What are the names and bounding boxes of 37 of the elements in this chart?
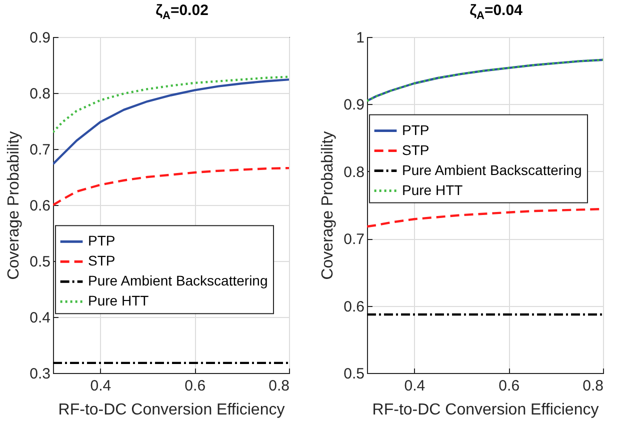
x-tick-label: 0.4 xyxy=(404,378,426,394)
chart-title: ζ$_{A}$=0.04 xyxy=(468,1,524,24)
x-tick-label: 0.8 xyxy=(268,378,290,394)
line-series xyxy=(53,76,289,134)
y-tick-label: 0.7 xyxy=(30,142,50,158)
legend-label: PTP xyxy=(402,122,430,138)
line-series xyxy=(53,166,289,206)
x-axis-title: RF-to-DC Conversion Efficiency xyxy=(58,402,285,418)
y-tick-label: 0.7 xyxy=(344,231,364,248)
y-tick-label: 0.8 xyxy=(30,86,50,102)
y-axis-title: Coverage Probability xyxy=(320,131,337,280)
y-axis-title: Coverage Probability xyxy=(6,131,23,280)
y-tick-label: 0.3 xyxy=(30,366,50,382)
line-series xyxy=(53,78,289,166)
x-tick-label: 0.4 xyxy=(90,378,112,394)
x-tick-label: 0.6 xyxy=(498,378,520,394)
legend-label: STP xyxy=(88,252,116,269)
legend-label: Pure HTT xyxy=(88,292,150,309)
legend-label: Pure Ambient Backscattering xyxy=(402,162,582,178)
y-tick-label: 0.4 xyxy=(30,310,50,326)
x-tick-label: 0.6 xyxy=(184,378,206,394)
x-axis-title: RF-to-DC Conversion Efficiency xyxy=(372,402,599,418)
y-tick-label: 1 xyxy=(356,30,364,46)
y-tick-label: 0.5 xyxy=(30,254,50,270)
chart-title: ζ$_{A}$=0.02 xyxy=(154,1,210,24)
y-tick-label: 0.6 xyxy=(30,198,50,214)
legend-label: Pure Ambient Backscattering xyxy=(88,272,268,289)
y-tick-label: 0.6 xyxy=(344,298,364,316)
y-tick-label: 0.8 xyxy=(344,164,364,181)
legend-label: Pure HTT xyxy=(402,182,464,198)
y-tick-label: 0.5 xyxy=(344,366,364,382)
y-tick-label: 0.9 xyxy=(30,30,50,46)
line-series xyxy=(367,58,603,102)
legend-label: STP xyxy=(402,142,430,158)
x-tick-label: 0.8 xyxy=(582,378,604,394)
legend-label: PTP xyxy=(88,232,116,249)
y-tick-label: 0.9 xyxy=(344,96,364,114)
